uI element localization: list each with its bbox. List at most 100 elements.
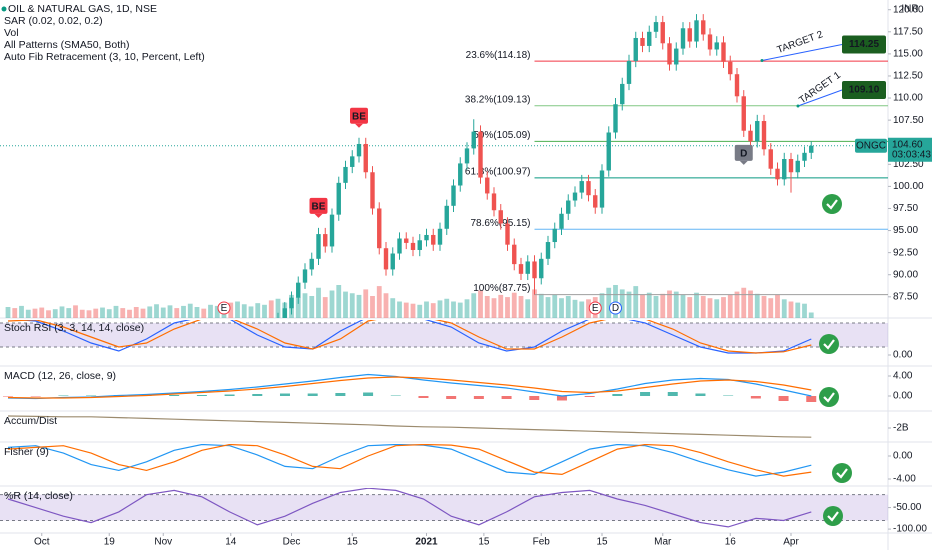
- candle-body: [653, 22, 659, 32]
- candle-body: [397, 238, 402, 254]
- y-tick-label: 87.50: [893, 291, 918, 302]
- candle-body: [680, 28, 686, 49]
- target-value: 114.25: [849, 39, 879, 50]
- check-mark: [823, 339, 835, 350]
- fib-label: 61.8%(100.97): [465, 166, 531, 177]
- histogram-bar: [667, 392, 678, 396]
- pattern-label: D: [740, 149, 747, 160]
- histogram-bar: [640, 392, 651, 396]
- indicator-pane: [7, 444, 812, 477]
- pane-title: Stoch RSI (3, 3, 14, 14, close): [4, 322, 144, 334]
- volume-bar: [775, 294, 780, 318]
- volume-bar: [565, 296, 571, 318]
- histogram-bar: [806, 396, 817, 402]
- volume-bar: [383, 293, 389, 318]
- candle-body: [302, 269, 308, 283]
- volume-bar: [147, 306, 153, 318]
- volume-bar: [370, 296, 375, 318]
- target-box: [842, 81, 886, 99]
- event-circle: [588, 301, 602, 315]
- histogram-bar: [446, 396, 457, 399]
- volume-bar: [795, 302, 801, 318]
- x-tick-label: 16: [725, 537, 737, 548]
- target-dot: [796, 104, 800, 108]
- candle-body: [775, 168, 780, 180]
- volume-bar: [721, 297, 726, 318]
- indicator-legend: Vol: [4, 27, 19, 39]
- candle-body: [674, 48, 679, 65]
- symbol-label: ONGC: [856, 140, 886, 151]
- x-tick-label: Apr: [783, 537, 799, 548]
- candle-body: [579, 181, 584, 193]
- histogram-bar: [307, 393, 318, 396]
- event-circle: [217, 301, 231, 315]
- x-tick-label: 19: [104, 537, 116, 548]
- candle-body: [593, 195, 598, 208]
- volume-bar: [424, 301, 429, 318]
- candle-body: [424, 234, 429, 241]
- volume-bar: [79, 309, 85, 318]
- y-tick-label: -100.00: [893, 524, 927, 535]
- volume-bar: [397, 301, 402, 318]
- volume-bar: [754, 293, 760, 318]
- indicator-line: [7, 320, 812, 354]
- candle-body: [734, 74, 740, 97]
- volume-bar: [329, 290, 335, 318]
- candle-body: [633, 37, 638, 61]
- volume-bar: [444, 298, 450, 318]
- candle-body: [363, 143, 368, 173]
- candle-body: [545, 242, 551, 259]
- countdown: 03:03:43: [892, 149, 931, 160]
- check-icon: [819, 387, 839, 407]
- histogram-bar: [30, 396, 41, 397]
- candle-body: [728, 61, 733, 75]
- candle-body: [795, 160, 800, 173]
- candle-body: [694, 20, 699, 42]
- y-tick-label: 100.00: [893, 181, 924, 192]
- volume-bar: [403, 302, 409, 318]
- candle-body: [748, 130, 753, 142]
- volume-bar: [633, 286, 639, 318]
- indicator-pane: [0, 320, 888, 354]
- volume-bar: [768, 298, 774, 318]
- pattern-label: BE: [352, 111, 366, 122]
- target-box: [842, 35, 886, 54]
- volume-bar: [694, 292, 699, 318]
- volume-bar: [73, 305, 78, 318]
- volume-bar: [640, 294, 645, 318]
- candle-body: [377, 208, 382, 249]
- volume-bar: [255, 303, 261, 318]
- chart-title: OIL & NATURAL GAS, 1D, NSE: [8, 3, 157, 15]
- candle-body: [572, 192, 578, 201]
- volume-bar: [113, 305, 119, 318]
- volume-bar: [235, 301, 240, 318]
- volume-bar: [572, 299, 578, 318]
- volume-bar: [552, 294, 558, 318]
- band: [0, 323, 888, 347]
- candle-body: [768, 149, 773, 169]
- volume-bar: [667, 290, 672, 318]
- volume-bar: [241, 304, 247, 318]
- volume-bar: [174, 308, 180, 318]
- candle-body: [532, 261, 537, 279]
- candle-body: [491, 193, 497, 211]
- candle-body: [404, 238, 409, 243]
- fib-label: 100%(87.75): [473, 283, 530, 294]
- candle-body: [512, 244, 517, 265]
- volume-bar: [484, 296, 490, 318]
- volume-bar: [167, 305, 173, 318]
- candle-body: [370, 172, 375, 209]
- volume-bar: [120, 308, 126, 318]
- volume-bar: [46, 310, 51, 318]
- y-tick-label: 112.50: [893, 71, 923, 82]
- candle-body: [437, 228, 443, 245]
- check-mark: [827, 511, 839, 522]
- volume-bar: [437, 300, 443, 318]
- candle-body: [687, 28, 692, 42]
- volume-bar: [457, 302, 463, 318]
- candle-body: [329, 214, 335, 247]
- check-mark: [836, 468, 848, 479]
- pattern-badge: [309, 197, 328, 214]
